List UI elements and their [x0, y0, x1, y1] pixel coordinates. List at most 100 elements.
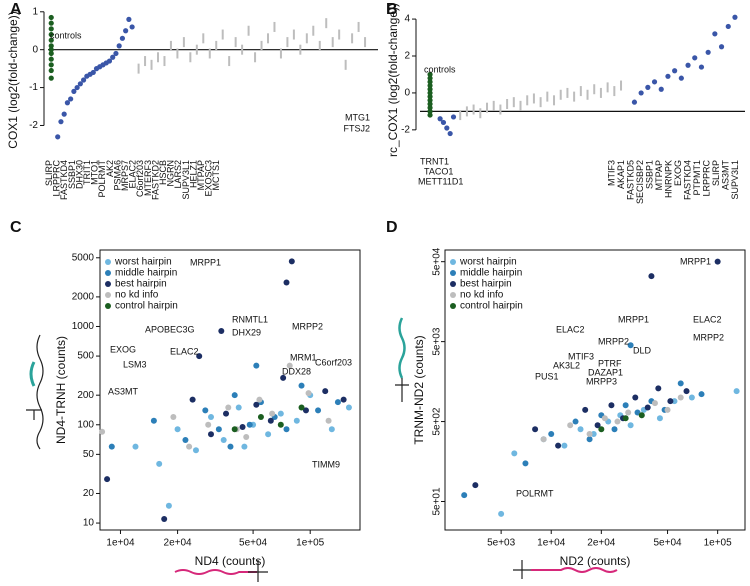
point — [315, 407, 322, 414]
point — [427, 105, 433, 111]
point — [277, 410, 284, 417]
point — [683, 388, 690, 395]
point — [265, 431, 272, 438]
panel-label: B — [386, 1, 398, 18]
point — [119, 35, 126, 41]
point — [189, 52, 192, 63]
point — [74, 84, 80, 91]
legend-label: worst hairpin — [114, 257, 172, 268]
annotation: FASTKD4 — [59, 160, 69, 200]
point — [667, 398, 674, 405]
y-tick-label: 5e+03 — [432, 327, 443, 356]
y-tick-label: 20 — [83, 488, 95, 499]
annotation: POLRMT — [516, 488, 554, 498]
annotation: SUPV3L1 — [730, 160, 740, 200]
y-tick-label: -2 — [401, 124, 410, 135]
y-tick-label: 5000 — [72, 252, 95, 263]
point — [472, 482, 479, 489]
y-axis-title: COX1 (log2(fold-change)) — [6, 11, 20, 148]
point — [338, 29, 341, 40]
point — [540, 436, 547, 443]
annotation: FASTKD5 — [625, 160, 635, 200]
point — [207, 431, 214, 438]
point — [288, 258, 295, 265]
point — [613, 86, 616, 97]
plot-frame — [444, 249, 746, 531]
point — [506, 99, 509, 109]
point — [572, 418, 579, 425]
annotation: ELAC2 — [170, 346, 199, 356]
point — [150, 59, 153, 70]
point — [318, 40, 321, 51]
y-tick-label: 2000 — [72, 292, 95, 303]
annotation: ELAC2 — [128, 160, 138, 189]
point — [221, 29, 224, 40]
point — [437, 116, 443, 122]
point — [273, 21, 276, 32]
point — [260, 40, 263, 51]
point — [205, 421, 212, 428]
annotation: MTPAP — [196, 160, 206, 190]
point — [165, 502, 172, 509]
point — [241, 44, 244, 55]
point — [594, 422, 601, 429]
point — [427, 71, 433, 78]
point — [48, 56, 54, 62]
point — [548, 430, 555, 437]
point — [498, 510, 505, 517]
y-tick-label: 500 — [77, 351, 94, 362]
y-tick-label: 4 — [404, 14, 410, 25]
annotation: AK2 — [105, 160, 115, 177]
point — [593, 84, 596, 95]
point — [644, 404, 651, 411]
point — [553, 95, 556, 106]
point — [113, 50, 119, 57]
point — [202, 33, 205, 44]
point — [104, 476, 111, 483]
point — [561, 442, 568, 449]
annotation: SSBP1 — [644, 160, 654, 189]
y-axis-title: ND4-TRNH (counts) — [54, 336, 68, 444]
annotation: MTO1 — [90, 160, 100, 185]
point — [48, 67, 54, 74]
schematic-d-bottom — [513, 560, 618, 579]
point — [522, 460, 529, 467]
annotation: FASTKD2 — [150, 160, 160, 200]
point — [651, 400, 658, 407]
point — [196, 353, 203, 360]
annotation: controls — [424, 64, 456, 74]
point — [110, 54, 116, 60]
point — [144, 56, 147, 67]
point — [176, 48, 179, 59]
point — [364, 37, 367, 48]
annotation: controls — [50, 30, 82, 40]
point — [427, 86, 433, 92]
point — [298, 404, 305, 411]
point — [223, 410, 230, 417]
point — [253, 401, 260, 408]
point — [299, 44, 302, 55]
legend-swatch — [105, 303, 111, 309]
point — [218, 327, 225, 334]
point — [71, 88, 77, 94]
annotation: DHX29 — [232, 327, 261, 337]
point — [61, 111, 67, 117]
legend-label: best hairpin — [115, 279, 167, 290]
point — [241, 443, 248, 450]
point — [161, 515, 168, 522]
annotation: MRPS7 — [120, 160, 130, 191]
point — [48, 62, 54, 68]
panel-label: D — [386, 219, 398, 236]
point — [566, 87, 569, 98]
point — [322, 388, 329, 395]
point — [598, 426, 605, 433]
legend-label: best hairpin — [460, 279, 512, 290]
annotation: PTRF — [598, 358, 622, 368]
point — [80, 77, 87, 83]
point — [286, 37, 289, 48]
point — [672, 68, 678, 74]
point — [220, 436, 227, 443]
point — [577, 426, 584, 433]
annotation: TIMM9 — [312, 459, 340, 469]
annotation: DDX28 — [282, 366, 311, 376]
